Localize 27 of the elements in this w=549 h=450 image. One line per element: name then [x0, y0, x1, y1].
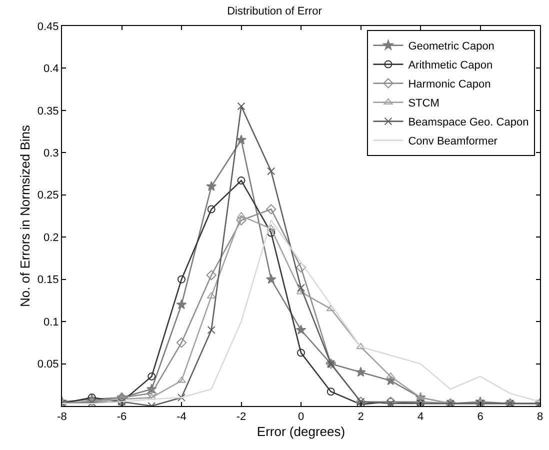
- legend-label: STCM: [408, 98, 440, 110]
- y-tick-label: 0.1: [44, 316, 59, 328]
- x-tick-label: 2: [358, 411, 364, 424]
- x-tick-label: 6: [477, 411, 484, 424]
- legend-label: Conv Beamformer: [408, 136, 498, 148]
- y-tick-label: 0.35: [37, 105, 59, 118]
- chart-title: Distribution of Error: [227, 5, 322, 18]
- y-tick-label: 0.15: [37, 274, 59, 286]
- x-tick-label: -8: [57, 411, 67, 424]
- legend-label: Beamspace Geo. Capon: [408, 116, 529, 129]
- y-tick-label: 0.05: [37, 358, 59, 371]
- x-tick-label: -2: [236, 411, 246, 424]
- legend-label: Arithmetic Capon: [408, 60, 493, 72]
- y-tick-label: 0.3: [44, 148, 59, 160]
- x-tick-label: 4: [417, 411, 424, 424]
- x-tick-label: -6: [116, 411, 127, 424]
- x-tick-label: -4: [176, 411, 186, 424]
- x-tick-label: 8: [536, 411, 544, 424]
- y-tick-label: 0.45: [37, 20, 59, 33]
- x-tick-label: 0: [298, 411, 304, 424]
- y-tick-label: 0.2: [44, 232, 59, 244]
- y-tick-label: 0.25: [37, 190, 59, 202]
- x-axis-title: Error (degrees): [256, 424, 346, 439]
- y-axis-title: No. of Errors in Normsized Bins: [17, 124, 32, 308]
- y-tick-label: 0.4: [44, 63, 59, 76]
- legend-label: Geometric Capon: [408, 40, 494, 53]
- legend-label: Harmonic Capon: [408, 78, 491, 91]
